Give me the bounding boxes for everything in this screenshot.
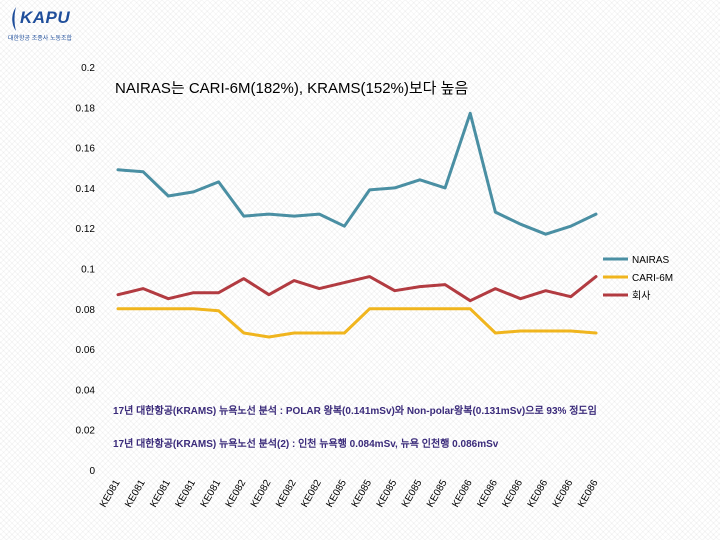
y-tick-label: 0.18 (76, 103, 96, 114)
chart-title: NAIRAS는 CARI-6M(182%), KRAMS(152%)보다 높음 (115, 80, 468, 97)
y-tick-label: 0.2 (81, 63, 95, 74)
series-lines (116, 111, 598, 339)
x-tick-label: KE086 (576, 478, 601, 510)
x-tick-label: KE086 (450, 478, 475, 510)
annotation-krams-route: 17년 대한항공(KRAMS) 뉴욕노선 분석(2) : 인천 뉴욕행 0.08… (113, 437, 499, 450)
series-line-2 (116, 275, 598, 303)
x-tick-label: KE081 (123, 478, 148, 510)
x-tick-label: KE082 (224, 478, 249, 510)
logo-text: KAPU (20, 8, 71, 27)
x-axis-labels: KE081 KE081 KE081 KE081 KE081 KE082 KE082 KE082… (98, 478, 601, 510)
series-line-0 (116, 111, 598, 236)
x-tick-label: KE086 (475, 478, 500, 510)
x-tick-label: KE086 (551, 478, 576, 510)
x-tick-label: KE085 (425, 478, 450, 510)
y-tick-label: 0.04 (76, 385, 96, 396)
x-tick-label: KE085 (324, 478, 349, 510)
x-tick-label: KE086 (526, 478, 551, 510)
y-tick-label: 0.02 (76, 426, 96, 437)
x-tick-label: KE082 (274, 478, 299, 510)
x-tick-label: KE085 (400, 478, 425, 510)
y-tick-label: 0.12 (76, 224, 96, 235)
x-tick-label: KE081 (174, 478, 199, 510)
y-tick-label: 0.08 (76, 305, 96, 316)
x-tick-label: KE085 (375, 478, 400, 510)
legend-label: 회사 (632, 290, 650, 302)
x-tick-label: KE082 (299, 478, 324, 510)
logo-subtitle: 대한항공 조종사 노동조합 (8, 36, 73, 42)
y-tick-label: 0 (89, 466, 95, 477)
legend-label: CARI-6M (632, 273, 673, 284)
kapu-logo: KAPU 대한항공 조종사 노동조합 (6, 6, 72, 46)
y-tick-label: 0.16 (76, 144, 96, 155)
x-tick-label: KE081 (148, 478, 173, 510)
x-tick-label: KE081 (98, 478, 123, 510)
y-axis-labels: 0 0.02 0.04 0.06 0.08 0.1 0.12 0.14 0.16 0.18 0.2 (76, 63, 96, 477)
y-tick-label: 0.1 (81, 265, 95, 276)
logo-mark-icon (12, 7, 16, 31)
x-tick-label: KE085 (350, 478, 375, 510)
legend: NAIRAS CARI-6M 회사 (603, 255, 673, 302)
series-line-1 (116, 307, 598, 339)
y-tick-label: 0.06 (76, 345, 96, 356)
x-tick-label: KE081 (199, 478, 224, 510)
legend-label: NAIRAS (632, 255, 670, 266)
x-tick-label: KE086 (501, 478, 526, 510)
y-tick-label: 0.14 (76, 184, 96, 195)
annotation-krams-polar: 17년 대한항공(KRAMS) 뉴욕노선 분석 : POLAR 왕복(0.141… (113, 404, 597, 417)
x-tick-label: KE082 (249, 478, 274, 510)
